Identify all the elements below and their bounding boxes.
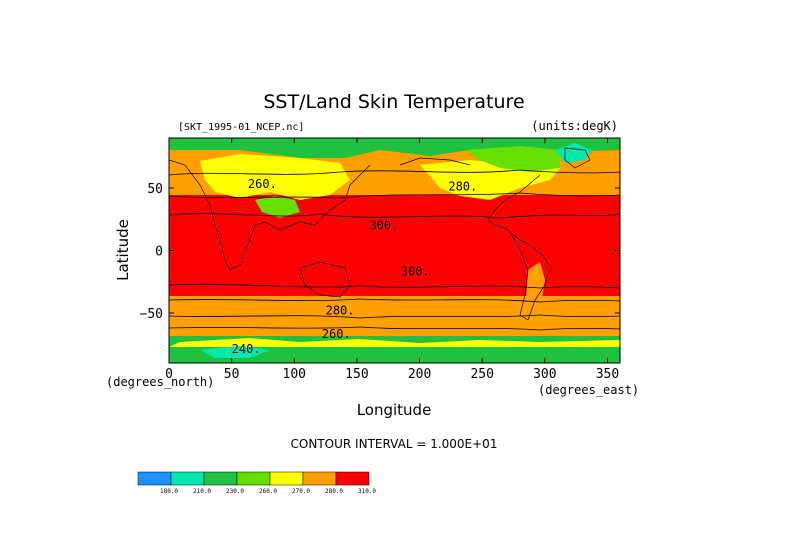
contour-label-group: 260. 280. 300. 300. 280. 260. 240. (232, 177, 478, 356)
contour-label: 260. (322, 327, 351, 341)
y-unit-label: (degrees_north) (106, 375, 214, 389)
contour-label: 300. (369, 218, 398, 232)
contour-label: 280. (448, 180, 477, 194)
region-greenland (555, 143, 592, 163)
colorbar-level-label: 230.0 (226, 488, 244, 495)
colorbar-level-label: 270.0 (292, 488, 310, 495)
y-tick-label: −50 (140, 307, 163, 322)
x-axis-ticks: 0 50 100 150 200 250 300 350 (165, 138, 619, 382)
x-tick-label: 200 (408, 367, 431, 382)
region-canada-green (465, 146, 560, 172)
y-tick-label: 0 (155, 245, 163, 260)
colorbar-swatch (269, 471, 304, 486)
colorbar-swatch (203, 471, 238, 486)
contour-label: 280. (326, 303, 355, 317)
contour-lines (169, 169, 620, 331)
contour-label: 240. (232, 342, 261, 356)
x-tick-label: 350 (596, 367, 619, 382)
band-arctic (169, 138, 620, 158)
x-tick-label: 50 (224, 367, 240, 382)
colorbar-swatch (335, 471, 370, 486)
plot-area (169, 138, 620, 363)
coastlines (169, 147, 591, 321)
y-axis-ticks: −50 0 50 (140, 182, 620, 322)
x-tick-label: 300 (533, 367, 556, 382)
region-eurasia-cold (200, 154, 350, 200)
x-tick-label: 0 (165, 367, 173, 382)
x-axis-label: Longitude (357, 401, 432, 419)
colorbar: 180.0 210.0 230.0 260.0 270.0 280.0 310.0 (137, 471, 376, 495)
contour-interval-text: CONTOUR INTERVAL = 1.000E+01 (291, 437, 498, 451)
contour-label: 260. (248, 177, 277, 191)
chart-subtitle-units: (units:degK) (531, 119, 618, 133)
y-axis-label: Latitude (114, 219, 132, 281)
colorbar-swatch (170, 471, 205, 486)
band-south-ring (169, 338, 620, 347)
region-tibet (255, 196, 300, 218)
chart-subtitle-file: [SKT_1995-01_NCEP.nc] (178, 122, 304, 133)
colorbar-level-label: 310.0 (358, 488, 376, 495)
colorbar-level-label: 260.0 (259, 488, 277, 495)
contour-label: 300. (401, 265, 430, 279)
x-tick-label: 100 (283, 367, 306, 382)
chart-title: SST/Land Skin Temperature (263, 91, 524, 113)
x-tick-label: 150 (345, 367, 368, 382)
colorbar-swatch (137, 471, 172, 486)
colorbar-level-label: 280.0 (325, 488, 343, 495)
y-tick-label: 50 (147, 182, 163, 197)
x-unit-label: (degrees_east) (538, 383, 639, 397)
colorbar-level-label: 210.0 (193, 488, 211, 495)
colorbar-swatch (236, 471, 271, 486)
region-antarctic-cold (200, 346, 270, 358)
x-tick-label: 250 (470, 367, 493, 382)
colorbar-level-label: 180.0 (160, 488, 178, 495)
colorbar-swatch (302, 471, 337, 486)
region-andes (526, 262, 545, 322)
